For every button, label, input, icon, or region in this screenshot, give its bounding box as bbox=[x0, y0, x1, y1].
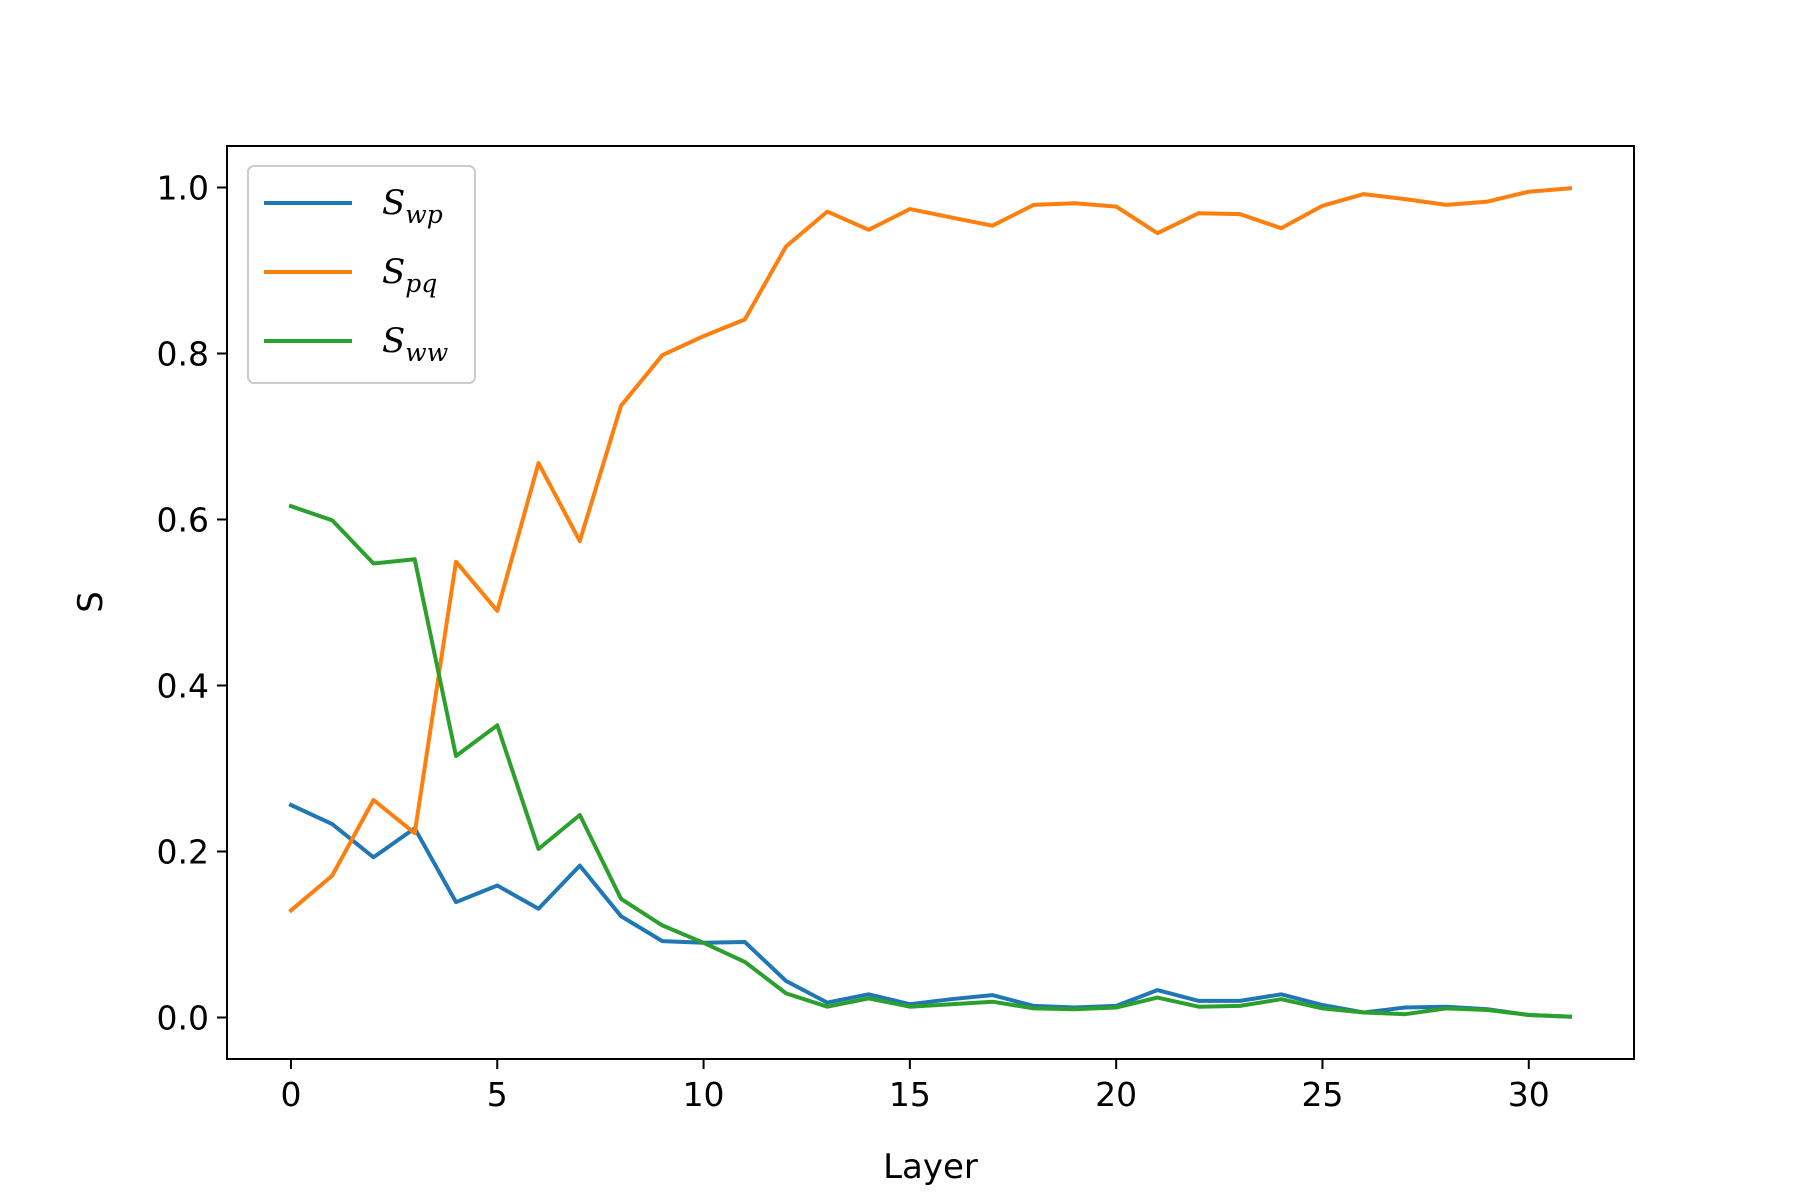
legend-frame bbox=[247, 165, 476, 384]
legend-entry-label: Swp bbox=[382, 183, 443, 229]
y-axis-label: S bbox=[71, 591, 111, 613]
x-tick-label: 15 bbox=[889, 1075, 931, 1114]
y-axis-ticks: 0.0 0.2 0.4 0.6 0.8 1.0 bbox=[157, 169, 227, 1038]
x-tick-label: 5 bbox=[487, 1075, 508, 1114]
y-tick-label: 0.4 bbox=[157, 667, 209, 706]
x-tick-label: 25 bbox=[1301, 1075, 1343, 1114]
x-tick-label: 30 bbox=[1508, 1075, 1550, 1114]
x-axis-ticks: 0 5 10 15 20 25 30 bbox=[280, 1059, 1550, 1114]
y-tick-label: 0.8 bbox=[157, 335, 209, 374]
legend-entry-label: Spq bbox=[382, 252, 437, 298]
y-tick-label: 0.2 bbox=[157, 833, 209, 872]
x-tick-label: 10 bbox=[683, 1075, 725, 1114]
legend: Swp Spq Sww bbox=[247, 165, 476, 384]
y-tick-label: 0.6 bbox=[157, 501, 209, 540]
x-tick-label: 0 bbox=[280, 1075, 301, 1114]
series-line-s-ww bbox=[288, 503, 1573, 1019]
y-tick-label: 0.0 bbox=[157, 999, 209, 1038]
y-tick-label: 1.0 bbox=[157, 169, 209, 208]
x-axis-label: Layer bbox=[883, 1147, 978, 1187]
x-tick-label: 20 bbox=[1095, 1075, 1137, 1114]
legend-entry-label: Sww bbox=[382, 321, 448, 367]
series-layer bbox=[288, 186, 1573, 1019]
series-line-s-pq bbox=[288, 186, 1573, 914]
